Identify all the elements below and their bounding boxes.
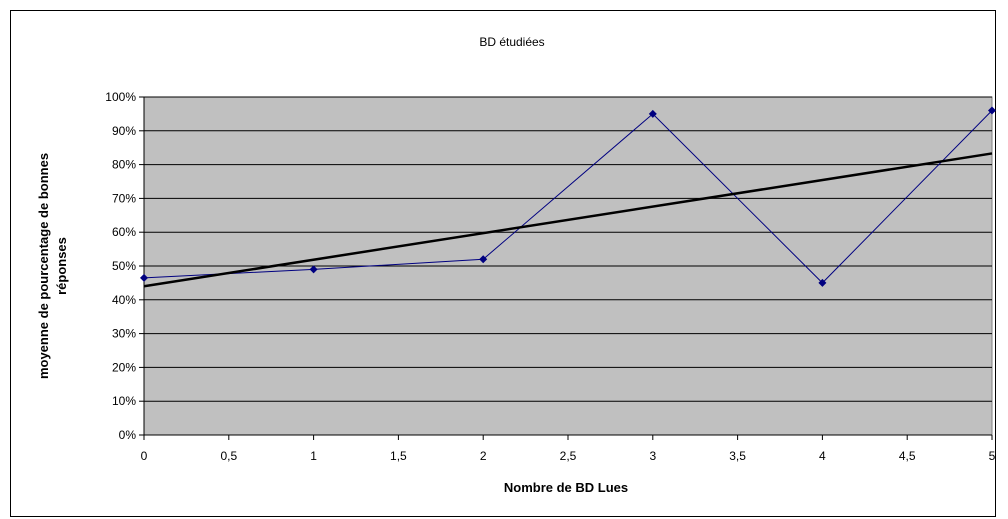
y-tick-label: 40% (112, 293, 136, 307)
x-tick-label: 5 (989, 449, 996, 463)
x-tick-label: 0,5 (220, 449, 237, 463)
y-tick-label: 60% (112, 225, 136, 239)
y-tick-label: 10% (112, 394, 136, 408)
data-point (818, 278, 827, 287)
gridlines (144, 96, 992, 402)
y-tick-label: 20% (112, 360, 136, 374)
chart-title: BD étudiées (479, 35, 544, 49)
x-axis-title: Nombre de BD Lues (504, 480, 628, 495)
y-tick-label: 30% (112, 327, 136, 341)
x-tick-label: 2 (480, 449, 487, 463)
y-axis-title-line-2: réponses (54, 237, 69, 295)
x-tick-label: 4 (819, 449, 826, 463)
y-tick-label: 0% (119, 428, 137, 442)
y-axis-ticks: 0% 10% 20% 30% 40% 50% 60% 70% 80% 90% 100% (105, 90, 145, 442)
data-point (479, 255, 488, 264)
x-tick-label: 0 (141, 449, 148, 463)
x-tick-label: 3,5 (729, 449, 746, 463)
y-tick-label: 90% (112, 124, 136, 138)
x-tick-label: 2,5 (560, 449, 577, 463)
x-axis-ticks: 0 0,5 1 1,5 2 2,5 3 3,5 4 4,5 5 (141, 434, 996, 463)
data-point (988, 106, 996, 115)
y-tick-label: 50% (112, 259, 136, 273)
y-axis-title: moyenne de pourcentage de bonnes réponse… (36, 153, 69, 379)
trendline (143, 152, 993, 288)
data-point (309, 265, 318, 274)
x-tick-label: 1,5 (390, 449, 407, 463)
series-group (140, 106, 996, 288)
y-tick-label: 70% (112, 191, 136, 205)
x-tick-label: 1 (310, 449, 317, 463)
y-tick-label: 80% (112, 158, 136, 172)
y-axis-title-line-1: moyenne de pourcentage de bonnes (36, 153, 51, 379)
x-tick-label: 4,5 (899, 449, 916, 463)
data-point (648, 109, 657, 118)
x-tick-label: 3 (649, 449, 656, 463)
data-point (140, 273, 148, 282)
y-tick-label: 100% (105, 90, 136, 104)
series-line (143, 110, 993, 284)
